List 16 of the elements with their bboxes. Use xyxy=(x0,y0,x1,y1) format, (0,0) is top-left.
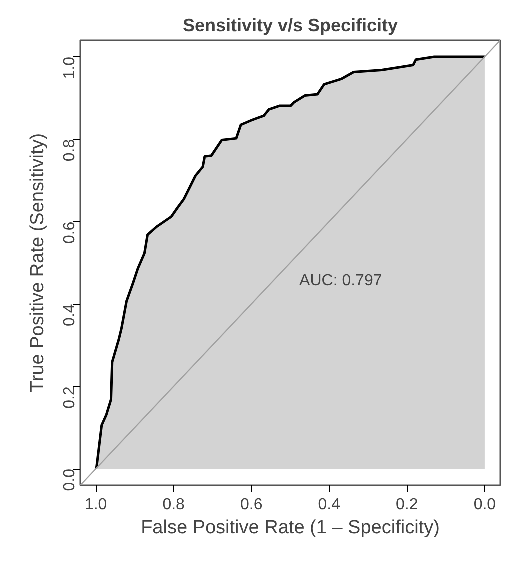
y-tick-label: 0.2 xyxy=(62,386,78,409)
x-tick-label: 0.6 xyxy=(240,496,263,514)
y-tick-label: 0.8 xyxy=(62,139,78,162)
y-axis-title: True Positive Rate (Sensitivity) xyxy=(28,133,48,393)
x-tick-label: 1.0 xyxy=(84,496,108,514)
y-tick-label: 1.0 xyxy=(62,56,78,80)
x-axis-title: False Positive Rate (1 – Specificity) xyxy=(141,518,440,538)
x-tick-label: 0.8 xyxy=(162,496,186,514)
y-tick-label: 0.0 xyxy=(62,468,78,492)
x-tick-label: 0.4 xyxy=(318,496,341,514)
y-tick-label: 0.6 xyxy=(62,222,78,244)
annotation: AUC: 0.797 xyxy=(300,272,382,290)
chart-title: Sensitivity v/s Specificity xyxy=(182,16,398,36)
x-tick-label: 0.2 xyxy=(396,496,418,514)
y-tick-label: 0.4 xyxy=(62,304,78,326)
x-tick-label: 0.0 xyxy=(474,496,496,514)
